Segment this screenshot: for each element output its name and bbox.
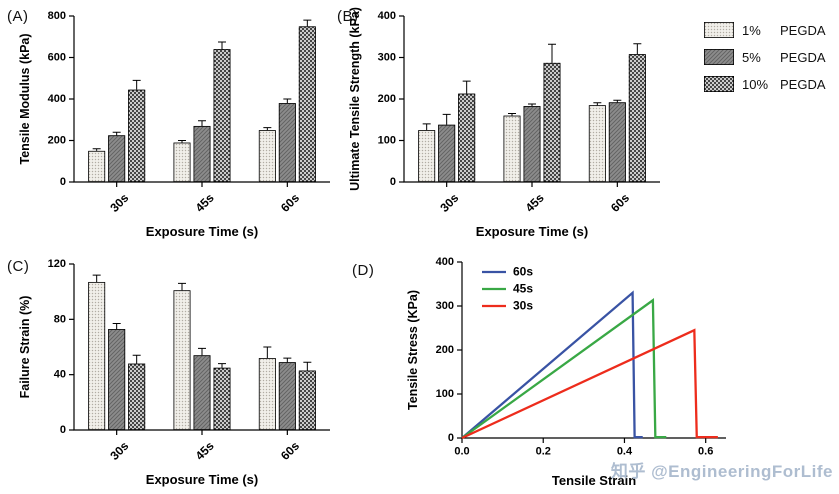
panel-c-failure-strain-bar-chart	[16, 250, 338, 492]
legend-swatch-gray-hatch-icon	[704, 49, 734, 65]
legend-label-name: PEGDA	[780, 76, 826, 92]
panel-a-tensile-modulus-bar-chart	[16, 2, 338, 244]
panel-label-d: (D)	[352, 262, 375, 279]
panel-b-ultimate-tensile-strength-bar-chart	[346, 2, 668, 244]
legend-swatch-stipple-icon	[704, 22, 734, 38]
panel-d-stress-strain-line-chart	[404, 250, 736, 492]
legend-label-name: PEGDA	[780, 22, 826, 38]
pegda-legend: 1% PEGDA 5% PEGDA 10% PEGDA	[704, 22, 826, 92]
legend-label-pct: 1%	[742, 22, 761, 38]
legend-item-5pct: 5% PEGDA	[704, 49, 826, 65]
legend-label-pct: 10%	[742, 76, 769, 92]
legend-swatch-checker-icon	[704, 76, 734, 92]
watermark-text: 知乎 @EngineeringForLife	[610, 462, 833, 481]
legend-item-1pct: 1% PEGDA	[704, 22, 826, 38]
legend-label-name: PEGDA	[780, 49, 826, 65]
legend-item-10pct: 10% PEGDA	[704, 76, 826, 92]
legend-label-pct: 5%	[742, 49, 761, 65]
